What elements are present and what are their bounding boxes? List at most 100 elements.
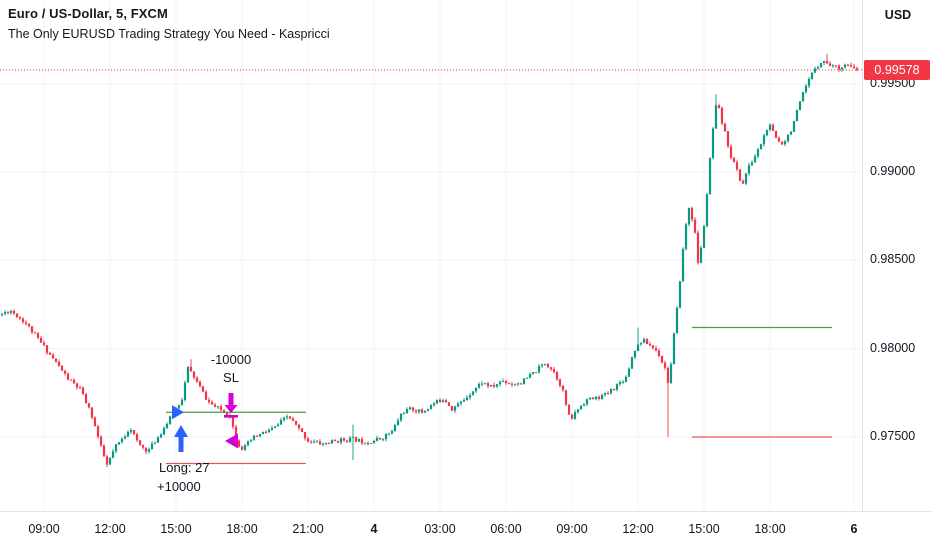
- candle-body: [72, 379, 76, 384]
- candle-body: [693, 219, 697, 233]
- time-tick-label: 18:00: [754, 522, 786, 536]
- candle-body: [531, 372, 535, 375]
- candle-body: [708, 157, 712, 195]
- candle-body: [681, 248, 685, 282]
- candle-body: [813, 68, 817, 73]
- candle-body: [627, 368, 631, 377]
- candle-body: [660, 356, 664, 363]
- candle-body: [795, 109, 799, 122]
- candle-body: [300, 428, 304, 433]
- candle-body: [399, 413, 403, 421]
- time-tick-label: 09:00: [28, 522, 60, 536]
- candle-body: [405, 409, 409, 414]
- candle-body: [609, 389, 613, 394]
- candle-body: [672, 333, 676, 365]
- candle-body: [429, 405, 433, 409]
- candle-body: [720, 107, 724, 124]
- candle-body: [138, 440, 142, 445]
- candle-body: [282, 417, 286, 421]
- candle-body: [828, 63, 832, 66]
- price-tick-label: 0.99000: [870, 164, 916, 179]
- candle-body: [543, 363, 547, 365]
- candle-body: [804, 85, 808, 93]
- candle-body: [522, 378, 526, 385]
- candle-body: [336, 440, 340, 443]
- candle-body: [369, 443, 373, 445]
- candle-body: [114, 444, 118, 452]
- candle-body: [306, 438, 310, 442]
- sl-exit-triangle[interactable]: [225, 433, 238, 449]
- candle-body: [546, 363, 550, 368]
- candle-body: [177, 405, 181, 409]
- candle-body: [687, 207, 691, 225]
- candle-body: [537, 366, 541, 373]
- candle-body: [744, 173, 748, 184]
- candle-body: [525, 377, 529, 379]
- symbol-title[interactable]: Euro / US-Dollar, 5, FXCM: [8, 6, 168, 21]
- candle-body: [636, 344, 640, 351]
- time-axis[interactable]: 09:00 12:00 15:00 18:00 21:00 4 03:00 06:00 09:0…: [0, 511, 932, 551]
- candle-body: [702, 226, 706, 248]
- candle-body: [717, 105, 721, 108]
- candle-body: [357, 438, 361, 442]
- candle-body: [309, 441, 313, 443]
- last-price-badge: 0.99578: [864, 60, 930, 81]
- candle-body: [294, 421, 298, 425]
- candle-body: [195, 377, 199, 382]
- candle-body: [846, 64, 850, 66]
- candle-body: [456, 403, 460, 407]
- candle-body: [105, 456, 109, 465]
- candle-body: [711, 128, 715, 158]
- candle-body: [243, 445, 247, 450]
- candle-body: [213, 404, 217, 407]
- candle-body: [519, 383, 523, 385]
- candle-body: [222, 410, 226, 413]
- candle-body: [234, 426, 238, 441]
- candle-body: [3, 312, 7, 315]
- candle-body: [360, 438, 364, 444]
- candle-body: [315, 441, 319, 443]
- candle-body: [633, 350, 637, 358]
- candle-body: [624, 376, 628, 382]
- candle-body: [513, 384, 517, 386]
- candle-body: [39, 337, 43, 343]
- candle-body: [570, 414, 574, 419]
- sl-exit-arrow[interactable]: [224, 393, 238, 413]
- candle-body: [756, 149, 760, 157]
- time-tick-label: 6: [850, 522, 858, 536]
- candle-body: [342, 438, 346, 441]
- candle-body: [786, 134, 790, 142]
- candle-body: [435, 399, 439, 404]
- candle-body: [261, 431, 265, 434]
- candle-body: [471, 391, 475, 396]
- candle-body: [564, 390, 568, 405]
- long-entry-arrow[interactable]: [172, 405, 184, 420]
- candle-body: [504, 381, 508, 384]
- candle-body: [855, 68, 859, 71]
- candle-body: [240, 446, 244, 450]
- candle-body: [495, 384, 499, 387]
- candle-body: [528, 374, 532, 378]
- candle-body: [204, 391, 208, 400]
- candle-body: [417, 409, 421, 412]
- buy-up-arrow[interactable]: [174, 425, 188, 452]
- candle-body: [24, 322, 28, 324]
- candle-body: [303, 432, 307, 439]
- candle-body: [288, 416, 292, 419]
- candle-body: [402, 413, 406, 415]
- candle-body: [132, 430, 136, 435]
- candle-body: [825, 61, 829, 64]
- candle-body: [312, 441, 316, 443]
- candle-body: [267, 429, 271, 433]
- candle-body: [558, 379, 562, 386]
- candle-body: [249, 439, 253, 442]
- candle-body: [540, 364, 544, 367]
- time-tick-label: 09:00: [556, 522, 588, 536]
- candle-body: [426, 408, 430, 411]
- candle-body: [408, 407, 412, 410]
- candle-body: [510, 383, 514, 385]
- time-tick-label: 15:00: [688, 522, 720, 536]
- candle-body: [477, 383, 481, 388]
- price-chart-canvas[interactable]: [0, 0, 862, 511]
- price-axis[interactable]: USD 0.99578 0.99500 0.99000 0.98500 0.98000…: [862, 0, 932, 511]
